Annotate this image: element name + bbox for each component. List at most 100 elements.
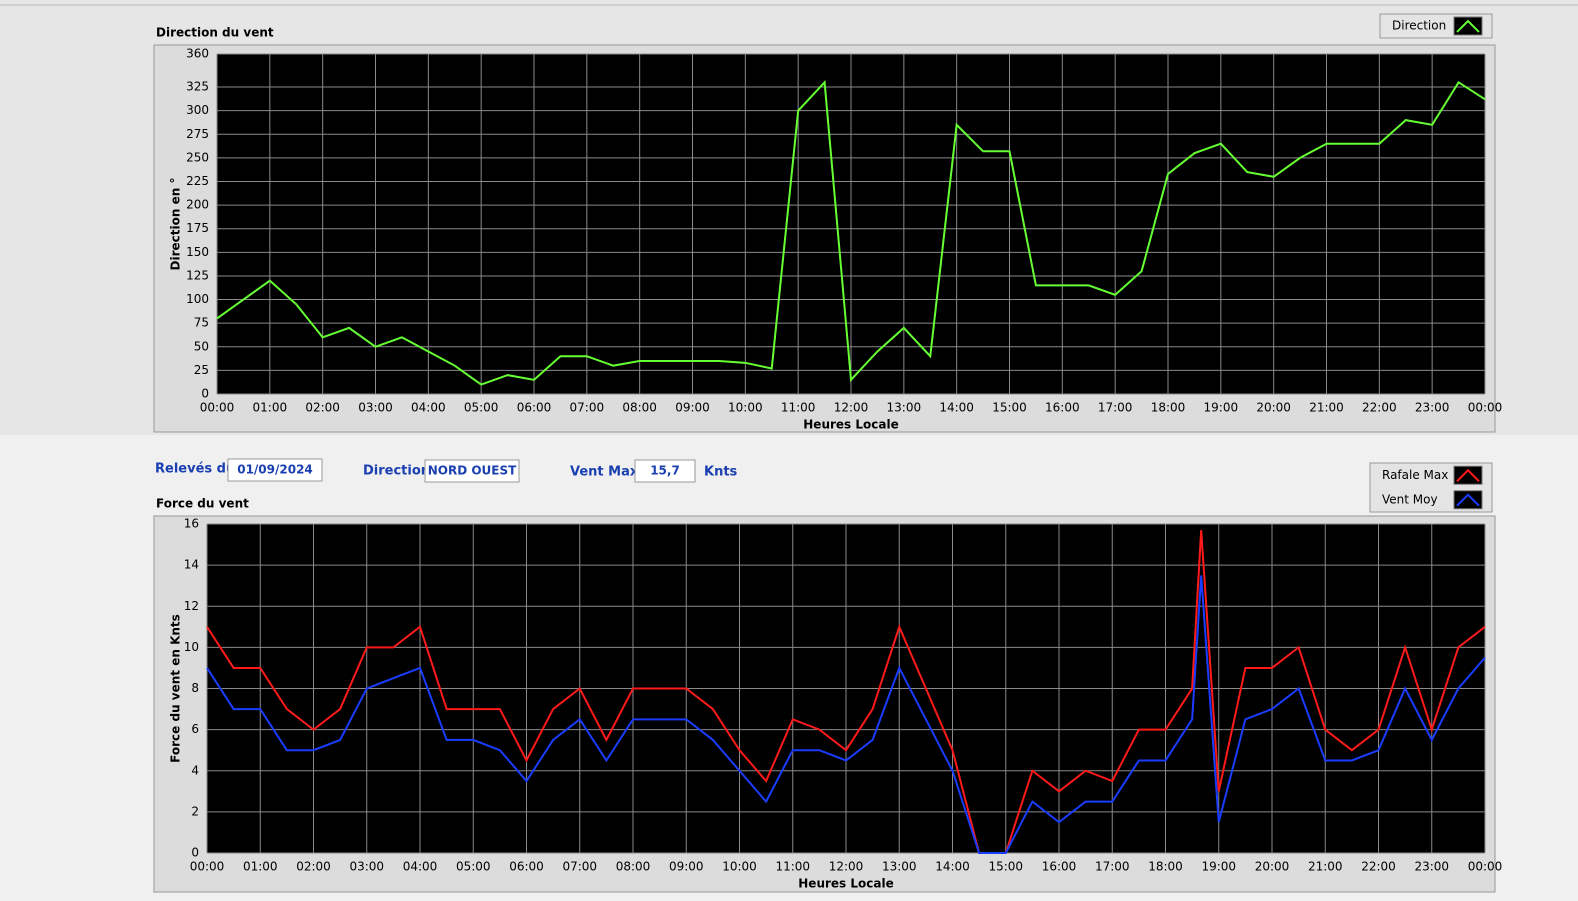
x-tick-label: 05:00 (464, 401, 499, 415)
y-tick-label: 75 (194, 316, 209, 330)
y-tick-label: 360 (186, 47, 209, 61)
y-tick-label: 275 (186, 127, 209, 141)
legend-swatch (1453, 490, 1483, 510)
x-axis-label: Heures Locale (803, 418, 898, 432)
x-tick-label: 17:00 (1098, 401, 1133, 415)
y-tick-label: 100 (186, 292, 209, 306)
y-tick-label: 0 (191, 846, 199, 860)
y-tick-label: 6 (191, 722, 199, 736)
field-box[interactable] (424, 459, 520, 483)
y-axis-label: Direction en ° (169, 178, 183, 271)
x-tick-label: 18:00 (1151, 401, 1186, 415)
x-tick-label: 17:00 (1095, 860, 1130, 874)
x-tick-label: 13:00 (882, 860, 917, 874)
legend-symbol (1456, 19, 1480, 33)
field-box[interactable] (634, 459, 696, 483)
x-tick-label: 14:00 (939, 401, 974, 415)
x-tick-label: 10:00 (722, 860, 757, 874)
x-tick-label: 04:00 (411, 401, 446, 415)
x-tick-label: 12:00 (829, 860, 864, 874)
x-tick-label: 01:00 (253, 401, 288, 415)
x-tick-label: 13:00 (887, 401, 922, 415)
field-label: Direction (363, 464, 430, 479)
field-unit: Knts (704, 465, 738, 480)
y-tick-label: 0 (201, 387, 209, 401)
x-tick-label: 09:00 (669, 860, 704, 874)
x-tick-label: 18:00 (1148, 860, 1183, 874)
field-value: 15,7 (650, 464, 680, 478)
y-tick-label: 200 (186, 198, 209, 212)
y-tick-label: 125 (186, 268, 209, 282)
x-axis-label: Heures Locale (798, 877, 893, 891)
x-tick-label: 07:00 (562, 860, 597, 874)
x-tick-label: 00:00 (190, 860, 225, 874)
x-tick-label: 16:00 (1042, 860, 1077, 874)
y-tick-label: 12 (184, 599, 199, 613)
legend-swatch (1453, 16, 1483, 36)
legend-swatch (1453, 465, 1483, 485)
x-tick-label: 20:00 (1256, 401, 1291, 415)
x-tick-label: 00:00 (1468, 860, 1503, 874)
x-tick-label: 15:00 (992, 401, 1027, 415)
y-tick-label: 250 (186, 150, 209, 164)
x-tick-label: 02:00 (296, 860, 331, 874)
x-tick-label: 03:00 (358, 401, 393, 415)
field-box[interactable] (227, 458, 323, 482)
x-tick-label: 15:00 (988, 860, 1023, 874)
data-line (216, 80, 1486, 386)
x-tick-label: 23:00 (1414, 860, 1449, 874)
x-tick-label: 23:00 (1415, 401, 1450, 415)
data-line (206, 530, 1486, 854)
x-tick-label: 11:00 (775, 860, 810, 874)
y-tick-label: 300 (186, 103, 209, 117)
y-tick-label: 14 (184, 558, 199, 572)
y-tick-label: 8 (191, 681, 199, 695)
y-tick-label: 2 (191, 804, 199, 818)
x-tick-label: 14:00 (935, 860, 970, 874)
x-tick-label: 00:00 (1468, 401, 1503, 415)
legend-label: Direction (1392, 19, 1446, 33)
x-tick-label: 07:00 (570, 401, 605, 415)
field-label: Vent Max (570, 465, 639, 480)
data-line (206, 575, 1486, 854)
x-tick-label: 22:00 (1361, 860, 1396, 874)
field-label: Relevés du (155, 462, 235, 477)
y-tick-label: 175 (186, 221, 209, 235)
x-tick-label: 06:00 (509, 860, 544, 874)
y-tick-label: 150 (186, 245, 209, 259)
x-tick-label: 11:00 (781, 401, 816, 415)
legend-symbol (1456, 468, 1480, 482)
x-tick-label: 22:00 (1362, 401, 1397, 415)
x-tick-label: 21:00 (1309, 401, 1344, 415)
x-tick-label: 08:00 (622, 401, 657, 415)
x-tick-label: 19:00 (1204, 401, 1239, 415)
y-tick-label: 10 (184, 640, 199, 654)
x-tick-label: 04:00 (403, 860, 438, 874)
y-tick-label: 50 (194, 339, 209, 353)
x-tick-label: 20:00 (1255, 860, 1290, 874)
y-tick-label: 25 (194, 363, 209, 377)
x-tick-label: 08:00 (616, 860, 651, 874)
x-tick-label: 09:00 (675, 401, 710, 415)
field-value: NORD OUEST (428, 464, 517, 478)
x-tick-label: 03:00 (349, 860, 384, 874)
field-value: 01/09/2024 (237, 463, 313, 477)
x-tick-label: 06:00 (517, 401, 552, 415)
x-tick-label: 00:00 (200, 401, 235, 415)
legend-label: Vent Moy (1382, 492, 1438, 506)
y-tick-label: 225 (186, 174, 209, 188)
x-tick-label: 05:00 (456, 860, 491, 874)
x-tick-label: 19:00 (1201, 860, 1236, 874)
legend-symbol (1456, 493, 1480, 507)
y-tick-label: 325 (186, 80, 209, 94)
chart-title: Force du vent (156, 497, 249, 511)
y-axis-label: Force du vent en Knts (169, 614, 183, 763)
x-tick-label: 10:00 (728, 401, 763, 415)
x-tick-label: 21:00 (1308, 860, 1343, 874)
y-tick-label: 4 (191, 763, 199, 777)
x-tick-label: 01:00 (243, 860, 278, 874)
x-tick-label: 02:00 (305, 401, 340, 415)
chart-title: Direction du vent (156, 26, 274, 40)
